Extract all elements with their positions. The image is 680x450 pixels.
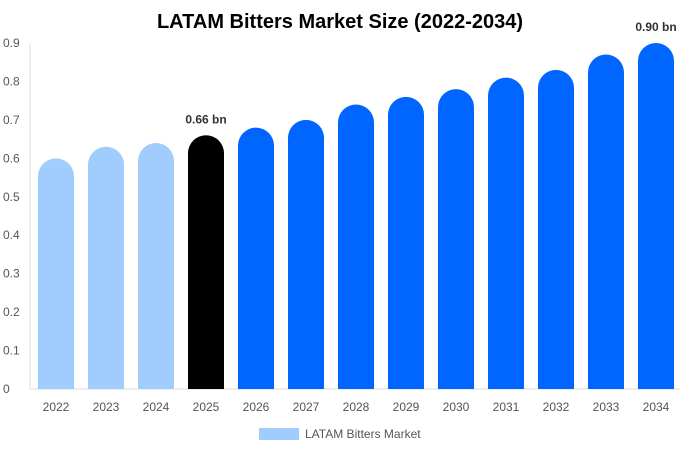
y-tick-label: 0 [3, 382, 10, 396]
x-tick-label: 2023 [93, 400, 120, 414]
y-tick-label: 0.5 [3, 190, 20, 204]
x-tick-label: 2022 [43, 400, 70, 414]
bar-2024 [138, 142, 174, 389]
bar-2033 [588, 54, 624, 390]
legend-swatch [259, 428, 299, 440]
bar-2028 [338, 104, 374, 389]
x-tick-label: 2029 [393, 400, 420, 414]
bar-2029 [388, 96, 424, 390]
x-tick-label: 2027 [293, 400, 320, 414]
y-tick-label: 0.8 [3, 74, 20, 88]
y-tick-label: 0.9 [3, 36, 20, 50]
bar-2030 [438, 89, 474, 389]
data-label-2034: 0.90 bn [635, 20, 676, 34]
data-labels: 0.66 bn 0.90 bn [185, 20, 676, 126]
x-tick-label: 2034 [643, 400, 670, 414]
bar-2027 [288, 119, 324, 389]
x-tick-label: 2028 [343, 400, 370, 414]
x-axis: 2022 2023 2024 2025 2026 2027 2028 2029 2030 2031… [43, 400, 670, 414]
bar-2026 [238, 127, 274, 390]
x-tick-label: 2030 [443, 400, 470, 414]
data-label-2025: 0.66 bn [185, 112, 226, 126]
y-tick-label: 0.4 [3, 228, 20, 242]
y-tick-label: 0.3 [3, 267, 20, 281]
y-tick-label: 0.7 [3, 113, 20, 127]
y-tick-label: 0.2 [3, 305, 20, 319]
y-tick-label: 0.6 [3, 151, 20, 165]
x-tick-label: 2031 [493, 400, 520, 414]
bar-2032 [538, 69, 574, 390]
x-tick-label: 2026 [243, 400, 270, 414]
chart-title: LATAM Bitters Market Size (2022-2034) [157, 11, 523, 33]
bar-2031 [488, 77, 524, 389]
bar-2022 [38, 158, 74, 389]
x-tick-label: 2024 [143, 400, 170, 414]
legend-label: LATAM Bitters Market [305, 427, 421, 441]
legend[interactable]: LATAM Bitters Market [259, 427, 421, 441]
y-tick-label: 0.1 [3, 344, 20, 358]
bar-2034 [638, 43, 674, 389]
bar-2023 [88, 146, 124, 389]
bars [38, 43, 674, 390]
bar-2025 [188, 135, 224, 389]
x-tick-label: 2033 [593, 400, 620, 414]
x-tick-label: 2032 [543, 400, 570, 414]
x-tick-label: 2025 [193, 400, 220, 414]
